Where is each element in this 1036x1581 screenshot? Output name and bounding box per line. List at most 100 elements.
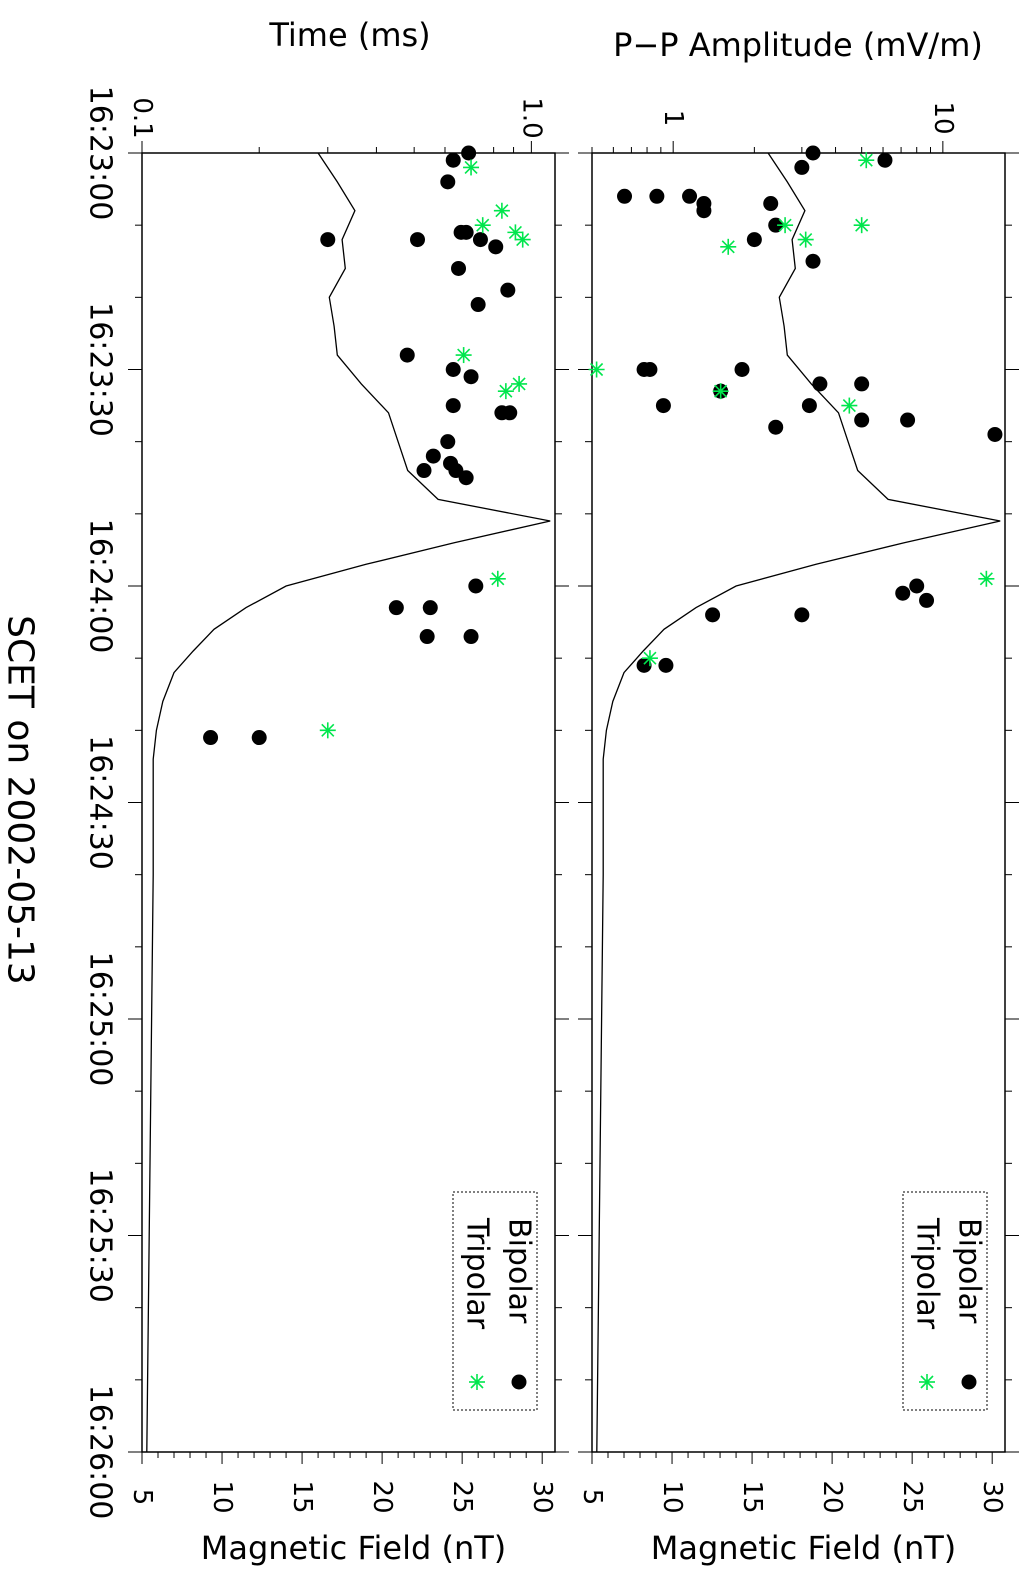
tripolar-stroke: [590, 362, 604, 377]
panel2-bipolar-point: [458, 470, 474, 486]
panel2-bipolar-point: [445, 152, 461, 168]
panel1-tripolar-point: [777, 217, 794, 234]
panel2-bipolar-point: [416, 463, 432, 479]
panel2-bipolar-point: [502, 405, 518, 421]
time-axis-label: SCET on 2002-05-13: [0, 615, 41, 985]
time-tick-label: 16:23:30: [83, 302, 118, 437]
panel1-bipolar-point: [854, 412, 870, 428]
time-tick-label: 16:25:30: [83, 1168, 118, 1303]
panel1-bipolar-point: [768, 217, 784, 233]
panel2-tripolar-point: [474, 217, 491, 234]
panel1-bipolar-point: [746, 232, 762, 248]
panel1-tripolar-point: [978, 570, 995, 587]
tripolar-stroke: [920, 1375, 934, 1389]
field-tick-label: 10: [657, 1480, 687, 1513]
field-tick-label: 30: [977, 1480, 1007, 1513]
panel2-bipolar-point: [472, 232, 488, 248]
panel2-bipolar-point: [422, 600, 438, 616]
panel1-legend-tripolar-marker: [919, 1374, 935, 1390]
tripolar-stroke: [321, 723, 335, 737]
panel2-tripolar-point: [493, 202, 510, 219]
panel2-bipolar-point: [470, 297, 486, 313]
panel1-bipolar-point: [636, 657, 652, 673]
panel2-bipolar-point: [453, 224, 469, 240]
field-tick-label: 15: [287, 1480, 317, 1513]
panel2-bipolar-point: [440, 174, 456, 190]
panel1-value-axis-label: P−P Amplitude (mV/m): [613, 26, 983, 64]
panel2-bipolar-point: [425, 448, 441, 464]
panel2-bipolar-point: [203, 730, 219, 746]
panel1-bipolar-point: [900, 412, 916, 428]
field-tick-label: 10: [207, 1480, 237, 1513]
tripolar-stroke: [499, 384, 513, 398]
panel1-bipolar-point: [805, 253, 821, 269]
panel2-bipolar-point: [440, 434, 456, 450]
panel1-bipolar-point: [649, 188, 665, 204]
panel1-legend-bipolar-label: Bipolar: [952, 1218, 987, 1324]
panel2-tripolar-point: [319, 722, 336, 739]
panel2-bipolar-point: [468, 578, 484, 594]
panel2-bipolar-point: [445, 362, 461, 377]
panel1-tripolar-point: [712, 383, 729, 400]
tripolar-stroke: [721, 240, 735, 254]
panel1-bipolar-point: [854, 376, 870, 392]
panel1-bipolar-point: [812, 376, 828, 392]
field-tick-label: 25: [897, 1480, 927, 1513]
tripolar-stroke: [842, 399, 856, 413]
tripolar-stroke: [476, 218, 490, 232]
panel2-tripolar-point: [511, 375, 528, 392]
panel1-bipolar-point: [655, 398, 671, 414]
field-tick-label: 15: [737, 1480, 767, 1513]
time-tick-label: 16:26:00: [83, 1385, 118, 1520]
panel1-bipolar-point: [895, 585, 911, 601]
panel2-field-axis-label: Magnetic Field (nT): [201, 1529, 507, 1567]
panel1-bipolar-point: [877, 152, 893, 168]
panel1-bipolar-point: [763, 196, 779, 212]
panel1-tripolar-point: [853, 217, 870, 234]
panel2-tripolar-point: [489, 570, 506, 587]
panel2-bipolar-point: [410, 232, 426, 248]
tripolar-stroke: [495, 204, 509, 218]
field-tick-label: 5: [577, 1489, 607, 1506]
tripolar-stroke: [979, 572, 993, 586]
panel1-bipolar-point: [805, 145, 821, 161]
value-tick-label: 0.1: [127, 97, 157, 138]
panel1-tripolar-point: [641, 650, 658, 667]
panel1-bipolar-point: [705, 607, 721, 623]
panel2-legend-tripolar-marker: [469, 1374, 485, 1390]
tripolar-stroke: [516, 233, 530, 247]
panel2-tripolar-point: [455, 347, 472, 364]
panel2-bipolar-point: [320, 232, 336, 248]
tripolar-stroke: [643, 651, 657, 665]
panel1-bipolar-point: [658, 657, 674, 673]
panel1-bipolar-point: [794, 159, 810, 175]
tripolar-stroke: [778, 218, 792, 232]
panel1-bipolar-point: [909, 578, 925, 594]
panel2-tripolar-point: [514, 231, 531, 248]
tripolar-stroke: [470, 1375, 484, 1389]
tripolar-stroke: [512, 377, 526, 391]
panel1-bipolar-point: [617, 188, 633, 204]
tripolar-stroke: [457, 348, 471, 362]
tripolar-stroke: [491, 572, 505, 586]
panel2-bipolar-point: [445, 398, 461, 414]
panel1-bipolar-point: [734, 362, 750, 377]
panel1-tripolar-point: [588, 361, 605, 378]
panel2-bipolar-point: [463, 629, 479, 645]
tripolar-stroke: [714, 384, 728, 398]
time-tick-label: 16:24:30: [83, 735, 118, 870]
panel2-legend-bipolar-label: Bipolar: [502, 1218, 537, 1324]
panel2-bipolar-point: [399, 347, 415, 363]
time-tick-label: 16:23:00: [83, 86, 118, 221]
panel2-bipolar-point: [388, 600, 404, 616]
panel1-tripolar-point: [797, 231, 814, 248]
tripolar-stroke: [799, 233, 813, 247]
tripolar-stroke: [508, 225, 522, 239]
panel2-value-axis-label: Time (ms): [268, 16, 430, 54]
field-tick-label: 25: [447, 1480, 477, 1513]
panel2-bipolar-point: [461, 145, 477, 161]
panel1-field-axis-label: Magnetic Field (nT): [651, 1529, 957, 1567]
panel2-tripolar-point: [463, 159, 480, 176]
field-tick-label: 30: [527, 1480, 557, 1513]
